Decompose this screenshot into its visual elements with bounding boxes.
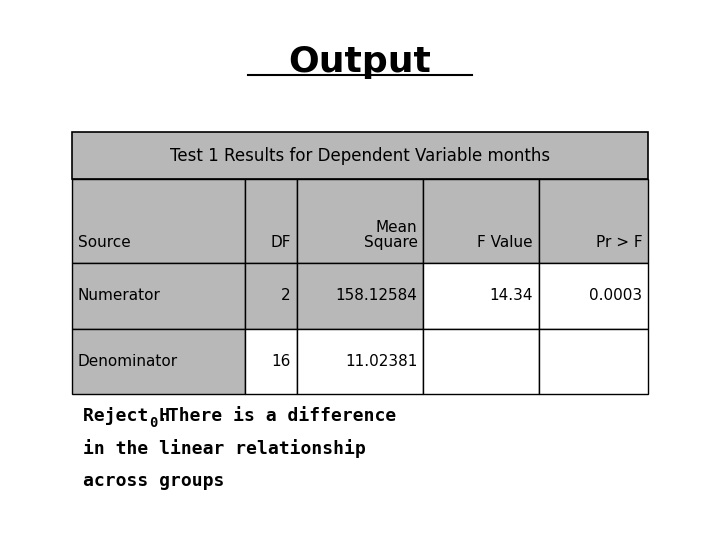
Text: 11.02381: 11.02381 xyxy=(345,354,418,369)
Text: 14.34: 14.34 xyxy=(490,288,533,303)
Text: Reject H: Reject H xyxy=(83,407,170,425)
Text: Pr > F: Pr > F xyxy=(595,235,642,249)
Text: Test 1 Results for Dependent Variable months: Test 1 Results for Dependent Variable mo… xyxy=(170,147,550,165)
Text: 2: 2 xyxy=(282,288,291,303)
Text: in the linear relationship: in the linear relationship xyxy=(83,438,366,458)
Text: 0: 0 xyxy=(149,416,158,430)
Text: Source: Source xyxy=(78,235,130,249)
Text: Output: Output xyxy=(289,45,431,79)
Text: Square: Square xyxy=(364,235,418,249)
Text: F Value: F Value xyxy=(477,235,533,249)
Text: 16: 16 xyxy=(271,354,291,369)
Text: across groups: across groups xyxy=(83,471,224,490)
Text: 0.0003: 0.0003 xyxy=(589,288,642,303)
Text: Numerator: Numerator xyxy=(78,288,161,303)
Text: Denominator: Denominator xyxy=(78,354,178,369)
Text: DF: DF xyxy=(271,235,291,249)
Text: Mean: Mean xyxy=(376,220,418,234)
Text: .There is a difference: .There is a difference xyxy=(158,407,397,425)
Text: 158.12584: 158.12584 xyxy=(336,288,418,303)
